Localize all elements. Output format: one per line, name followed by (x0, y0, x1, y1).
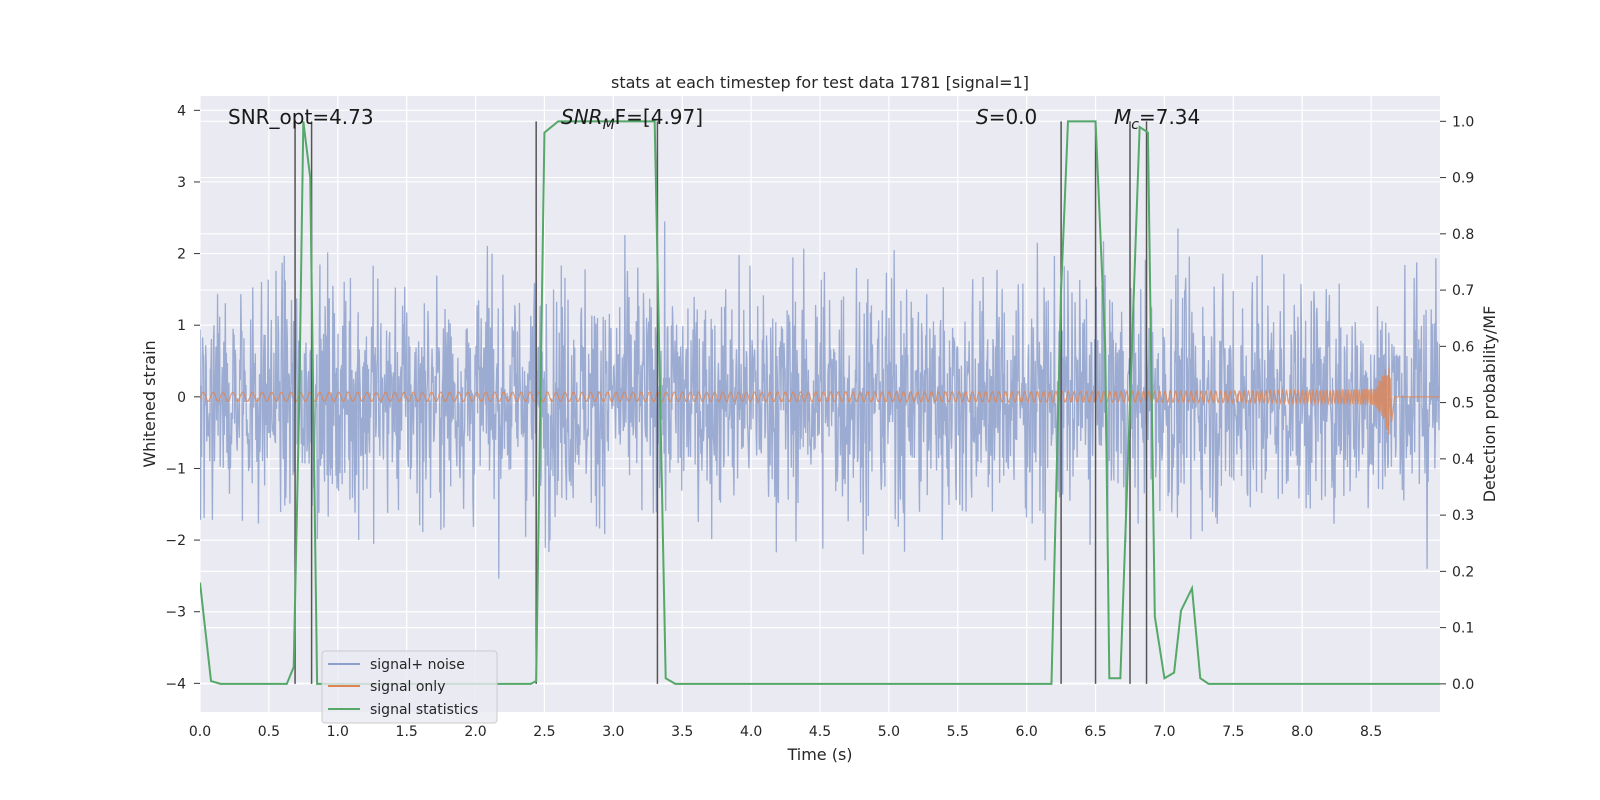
annotation-mc: Mc=7.34 (1114, 105, 1200, 133)
y-tick-label-right: 0.8 (1452, 227, 1474, 243)
y-tick-label-right: 0.6 (1452, 339, 1474, 355)
y-tick-label-left: 2 (177, 247, 186, 263)
legend-label-signal: signal only (370, 679, 445, 695)
chart-title: stats at each timestep for test data 178… (611, 73, 1029, 92)
signal-statistics-series (200, 120, 1440, 685)
x-tick-label: 1.5 (396, 724, 418, 740)
x-tick-label: 2.0 (464, 724, 486, 740)
annotation-snr-opt: SNR_opt=4.73 (228, 105, 374, 129)
y-tick-label-right: 1.0 (1452, 114, 1474, 130)
x-tick-label: 0.0 (189, 724, 211, 740)
legend: signal+ noise signal only signal statist… (321, 650, 498, 724)
y-axis-label-right: Detection probability/MF (1480, 306, 1499, 503)
x-tick-label: 8.5 (1360, 724, 1382, 740)
y-tick-label-right: 0.4 (1452, 452, 1474, 468)
y-tick-label-right: 0.9 (1452, 171, 1474, 187)
y-tick-label-left: −1 (165, 461, 186, 477)
axes-ticks: 0.0 0.5 1.0 1.5 2.0 2.5 3.0 3.5 4.0 4.5 5.0 5.5 6.0 6… (165, 103, 1474, 740)
x-tick-label: 8.0 (1291, 724, 1313, 740)
y-tick-label-left: −4 (165, 676, 186, 692)
x-tick-label: 0.5 (258, 724, 280, 740)
y-tick-label-left: 1 (177, 318, 186, 334)
y-tick-label-right: 0.5 (1452, 396, 1474, 412)
y-tick-label-right: 0.7 (1452, 283, 1474, 299)
x-tick-label: 7.0 (1153, 724, 1175, 740)
y-tick-label-right: 0.3 (1452, 508, 1474, 524)
x-tick-label: 1.0 (327, 724, 349, 740)
y-tick-label-left: 4 (177, 103, 186, 119)
legend-label-stats: signal statistics (370, 702, 478, 718)
x-tick-label: 3.0 (602, 724, 624, 740)
y-tick-label-left: 0 (177, 390, 186, 406)
annotation-s: S=0.0 (976, 105, 1037, 129)
annotation-snr-mf: SNRMF=[4.97] (561, 105, 703, 133)
y-tick-label-left: −2 (165, 533, 186, 549)
noise-line (200, 221, 1440, 579)
x-tick-label: 6.5 (1084, 724, 1106, 740)
signal-only-line (200, 367, 1440, 435)
signal-only-series (200, 367, 1440, 435)
x-axis-label: Time (s) (786, 745, 852, 764)
legend-label-noise: signal+ noise (370, 657, 465, 673)
y-axis-label-left: Whitened strain (140, 340, 159, 467)
signal-statistics-line (200, 120, 1440, 685)
x-tick-label: 4.0 (740, 724, 762, 740)
x-tick-label: 6.0 (1016, 724, 1038, 740)
x-tick-label: 5.5 (947, 724, 969, 740)
signal-noise-series (200, 221, 1440, 579)
y-tick-label-right: 0.2 (1452, 564, 1474, 580)
x-tick-label: 7.5 (1222, 724, 1244, 740)
x-tick-label: 4.5 (809, 724, 831, 740)
x-tick-label: 5.0 (878, 724, 900, 740)
y-tick-label-left: −3 (165, 605, 186, 621)
x-tick-label: 3.5 (671, 724, 693, 740)
x-tick-label: 2.5 (533, 724, 555, 740)
y-tick-label-left: 3 (177, 175, 186, 191)
y-tick-label-right: 0.0 (1452, 677, 1474, 693)
y-tick-label-right: 0.1 (1452, 621, 1474, 637)
legend-box (321, 650, 498, 724)
